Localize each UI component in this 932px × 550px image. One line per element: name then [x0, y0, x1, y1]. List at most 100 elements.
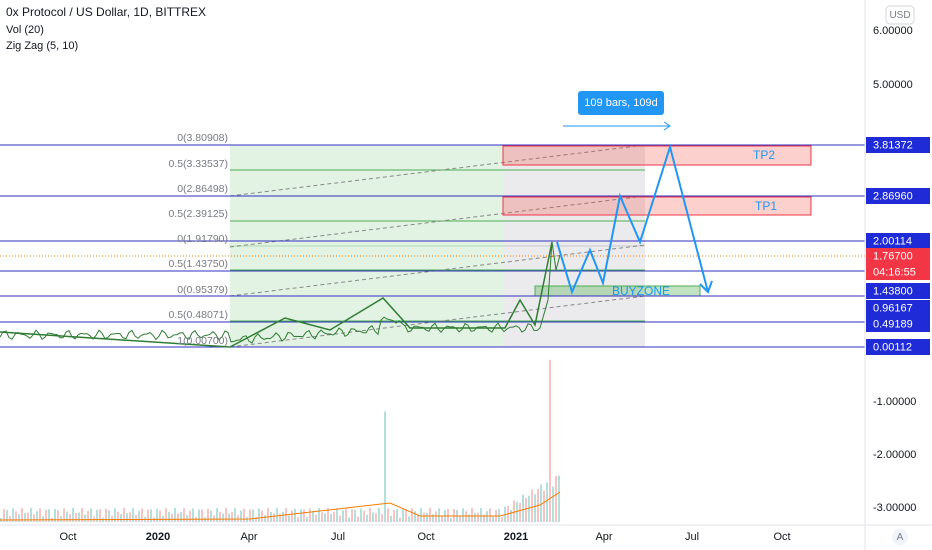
volume-axis-label: -2.00000 [873, 449, 916, 461]
volume-bar [435, 511, 437, 522]
auto-scale-button[interactable] [892, 529, 908, 545]
currency-button[interactable] [885, 5, 915, 25]
zigzag [0, 241, 553, 348]
volume-bar [474, 512, 476, 522]
volume-bar [117, 511, 119, 522]
volume-bar [177, 513, 179, 522]
time-axis-label: Jul [685, 531, 699, 543]
volume-bar [126, 513, 128, 522]
volume-bar [162, 515, 164, 522]
volume-bar [555, 475, 557, 522]
volume-bar [240, 510, 242, 522]
volume-bar [288, 515, 290, 522]
fib-label: 0(0.95379) [177, 284, 228, 296]
volume-bar [339, 515, 341, 522]
volume-bar [423, 512, 425, 522]
volume-bar [372, 512, 374, 522]
price-tag: 0.49189 [873, 318, 913, 330]
volume-bar [168, 511, 170, 522]
volume-bar [249, 509, 251, 522]
volume-bar [234, 508, 236, 522]
volume-bar [108, 510, 110, 522]
volume-bar [183, 508, 185, 522]
volume-bar [363, 510, 365, 522]
volume-bar [219, 511, 221, 522]
volume-bar [75, 512, 77, 522]
volume-bar [9, 516, 11, 522]
volume-bar [348, 517, 350, 522]
volume-bar [6, 510, 8, 522]
price-tag-bg [866, 233, 930, 249]
volume-bar [378, 508, 380, 522]
volume-bar [207, 508, 209, 522]
volume-bar [282, 511, 284, 522]
volume-bar [381, 514, 383, 522]
projection [556, 143, 709, 295]
volume-bar [216, 508, 218, 522]
tp1-box [502, 196, 812, 216]
price-tag-bg [866, 339, 930, 355]
volume-bar [471, 508, 473, 522]
price-tag-bg [866, 248, 930, 264]
volume-bar [414, 511, 416, 522]
volume-bar [255, 516, 257, 522]
buyzone-label: BUYZONE [612, 284, 670, 298]
volume-bar [528, 495, 530, 522]
volume-bar [54, 508, 56, 522]
volume-bar [159, 510, 161, 522]
volume-bar [342, 510, 344, 522]
volume-bar [534, 494, 536, 522]
volume-bar [210, 510, 212, 522]
volume-bar [201, 509, 203, 522]
volume-bar [264, 515, 266, 522]
volume-bar [306, 516, 308, 522]
volume-bar [330, 513, 332, 522]
volume-bar [99, 509, 101, 522]
volume-bar [273, 513, 275, 522]
volume-bar [228, 513, 230, 522]
volume-bar [465, 511, 467, 522]
volume-bar [24, 512, 26, 522]
volume-bar [336, 508, 338, 522]
labels: 109 bars, 109d TP2 TP1 BUYZONE 0(3.80908) 0.5… [59, 25, 930, 543]
volume-bar [243, 508, 245, 522]
volume-bar [468, 514, 470, 522]
volume-bar [492, 516, 494, 522]
range-label: 109 bars, 109d [584, 97, 657, 109]
volume-bar [63, 508, 65, 522]
volume-bar [366, 514, 368, 522]
range-arrow-head [663, 121, 671, 131]
volume-bar [375, 513, 377, 522]
price-tag: 04:16:55 [873, 266, 916, 278]
volume-bar [489, 508, 491, 522]
volume-bar [36, 511, 38, 522]
volume-bar [309, 508, 311, 522]
volume-ma [0, 491, 561, 521]
volume-bar [405, 509, 407, 522]
tp2-box [502, 145, 812, 166]
price-tag: 0.00112 [873, 341, 912, 353]
volume-bar [198, 509, 200, 522]
tp2-label: TP2 [753, 148, 775, 162]
levels [0, 144, 865, 348]
volume-bar [531, 489, 533, 522]
auto-scale-label[interactable]: A [897, 532, 904, 543]
fib-label: 0(1.91790) [177, 233, 228, 245]
volume-bar [15, 511, 17, 522]
price-tag-bg [866, 264, 930, 280]
volume-bar [30, 508, 32, 522]
volume-bar [411, 508, 413, 522]
volume-bar [357, 516, 359, 522]
volume-bar [321, 512, 323, 522]
price-series [0, 143, 713, 522]
volume-bar [303, 509, 305, 522]
time-axis-label: Oct [773, 531, 790, 543]
volume-bar [324, 513, 326, 522]
volume-bar [360, 508, 362, 522]
volume-bar [483, 514, 485, 522]
currency-label[interactable]: USD [889, 10, 910, 21]
volume-bar [327, 508, 329, 522]
fib-label: 0(3.80908) [177, 132, 228, 144]
